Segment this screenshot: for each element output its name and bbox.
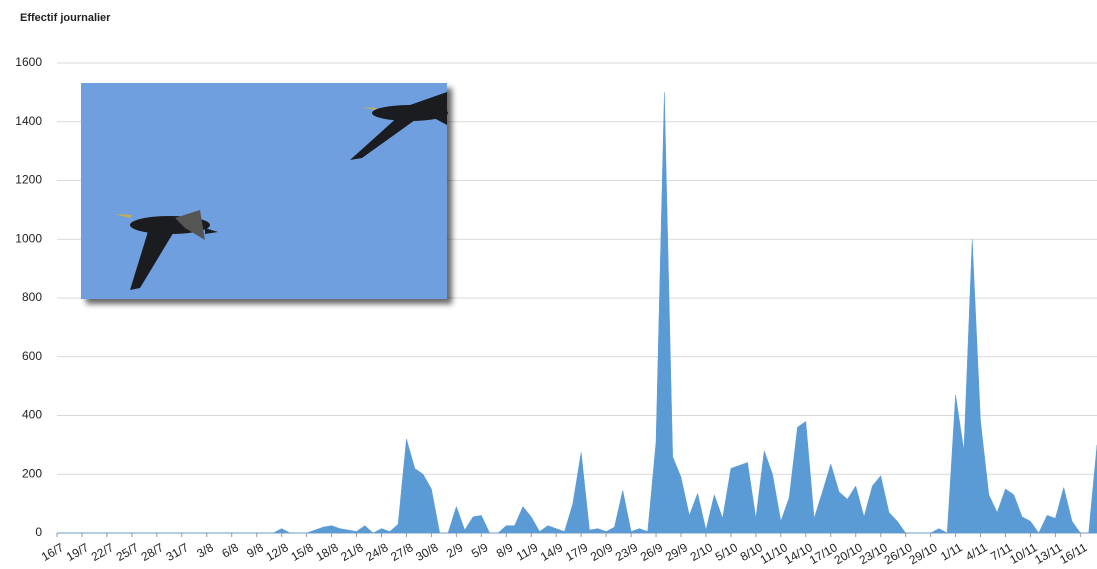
x-tick-label: 9/8: [244, 540, 266, 561]
y-tick-label: 600: [22, 349, 42, 363]
x-tick-label: 22/7: [89, 540, 117, 564]
chart-title: Effectif journalier: [20, 12, 111, 24]
x-tick-label: 17/9: [563, 540, 591, 564]
x-tick-label: 26/9: [638, 540, 666, 564]
x-tick-label: 5/9: [469, 540, 491, 561]
x-tick-label: 30/8: [413, 540, 441, 564]
x-tick-label: 20/9: [588, 540, 616, 564]
x-tick-label: 4/11: [963, 540, 990, 564]
x-tick-label: 21/8: [338, 540, 366, 564]
y-tick-label: 1400: [15, 114, 42, 128]
x-tick-label: 14/9: [538, 540, 566, 564]
x-tick-label: 15/8: [288, 540, 316, 564]
y-tick-label: 1000: [15, 231, 42, 245]
y-tick-label: 400: [22, 408, 42, 422]
x-tick-label: 16/7: [39, 540, 67, 564]
area: [57, 92, 1097, 534]
x-tick-label: 29/10: [907, 540, 940, 567]
y-tick-label: 0: [35, 525, 42, 539]
y-tick-label: 1200: [15, 173, 42, 187]
x-tick-label: 1/11: [938, 540, 965, 564]
x-tick-label: 19/7: [64, 540, 92, 564]
y-tick-label: 1600: [15, 55, 42, 69]
x-tick-label: 12/8: [263, 540, 291, 564]
x-tick-label: 2/9: [444, 540, 466, 561]
x-tick-label: 29/9: [663, 540, 691, 564]
x-tick-label: 27/8: [388, 540, 416, 564]
x-tick-label: 3/8: [194, 540, 216, 561]
x-tick-label: 28/7: [139, 540, 167, 564]
y-tick-label: 800: [22, 290, 42, 304]
bird: [350, 92, 448, 160]
x-tick-label: 8/9: [494, 540, 516, 561]
x-tick-label: 11/9: [514, 540, 541, 564]
x-tick-label: 24/8: [363, 540, 391, 564]
x-tick-label: 16/11: [1057, 540, 1090, 567]
bird: [115, 210, 218, 290]
photo: [81, 83, 448, 299]
x-tick-label: 31/7: [164, 540, 192, 564]
x-tick-label: 5/10: [713, 540, 741, 564]
y-tick-label: 200: [22, 466, 42, 480]
x-tick-label: 18/8: [313, 540, 341, 564]
x-tick-label: 2/10: [688, 540, 716, 564]
x-tick-label: 23/9: [613, 540, 641, 564]
x-tick-label: 25/7: [114, 540, 142, 564]
x-tick-label: 6/8: [219, 540, 241, 561]
